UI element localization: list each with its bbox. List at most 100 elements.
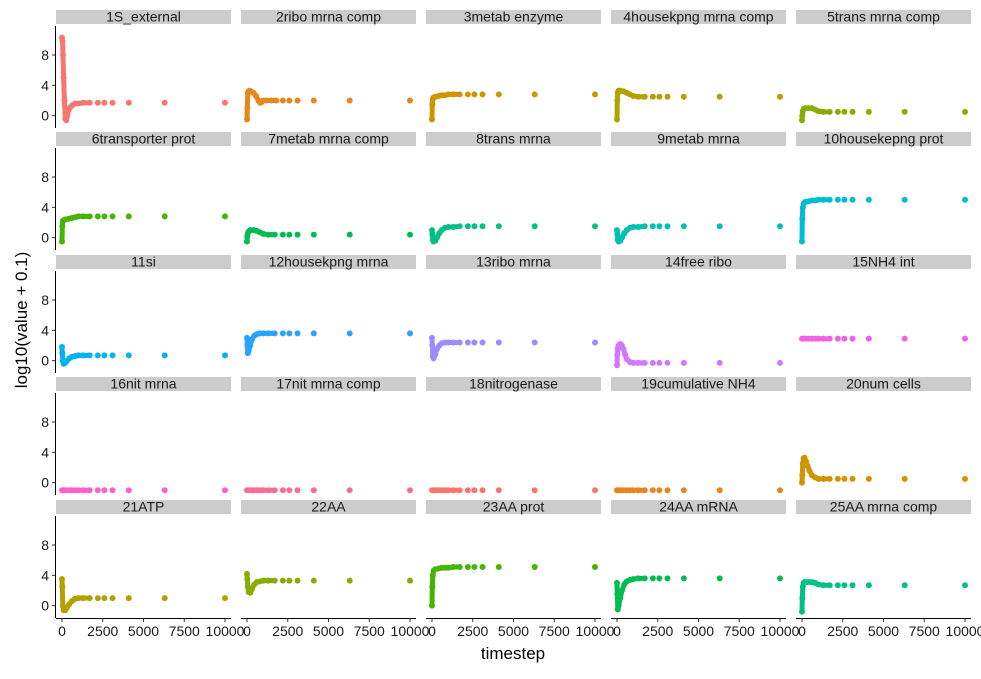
data-point: [614, 230, 621, 237]
facet-strip: [796, 255, 971, 269]
data-point: [777, 487, 783, 494]
data-point: [471, 564, 478, 570]
data-point: [834, 335, 841, 342]
data-point: [592, 339, 598, 346]
data-point: [101, 213, 108, 220]
data-point: [641, 93, 648, 100]
facet-strip-label: 24AA mRNA: [659, 499, 738, 515]
data-point: [109, 352, 116, 359]
data-point: [826, 196, 833, 203]
data-point: [630, 359, 637, 366]
data-point: [125, 213, 132, 220]
data-point: [649, 223, 656, 230]
data-point: [841, 196, 848, 203]
data-point: [962, 196, 968, 203]
facet-panel-1: 1S_external 0 4 8: [41, 9, 231, 128]
data-point: [456, 487, 463, 494]
data-point: [456, 223, 463, 230]
data-point: [450, 224, 457, 231]
facet-panel-17: 17nit mrna comp: [241, 376, 416, 494]
data-point: [109, 595, 116, 602]
facet-strip: [241, 500, 416, 514]
data-point: [125, 99, 132, 106]
facet-strip-label: 21ATP: [123, 499, 165, 515]
data-point: [777, 93, 783, 100]
data-point: [849, 582, 856, 589]
y-axis-title: log10(value + 0.1): [12, 252, 31, 389]
facet-strip: [796, 377, 971, 391]
data-point: [59, 350, 66, 357]
data-point: [407, 231, 413, 238]
facet-panel-24: 24AA mRNA 0 2500 5000 7500 10000: [611, 499, 800, 639]
facet-panel-10: 10housekepng prot: [796, 131, 971, 245]
data-point: [101, 99, 108, 106]
series-trace: [799, 197, 833, 244]
data-point: [59, 583, 66, 590]
y-tick-label: 0: [41, 230, 49, 246]
data-point: [656, 487, 663, 494]
data-point: [471, 339, 478, 346]
data-point: [80, 595, 87, 602]
facet-strip: [241, 255, 416, 269]
data-point: [271, 577, 278, 584]
facet-panel-11: 11si 0 4 8: [41, 254, 231, 373]
data-point: [429, 583, 436, 590]
data-point: [286, 97, 293, 104]
data-point: [635, 575, 642, 582]
facet-strip: [611, 377, 786, 391]
data-point: [592, 564, 598, 570]
data-point: [716, 487, 723, 494]
data-point: [531, 223, 538, 230]
facet-panel-4: 4housekpng mrna comp: [611, 9, 786, 123]
data-point: [244, 238, 250, 245]
data-point: [614, 362, 620, 369]
data-point: [849, 108, 856, 115]
x-tick-label: 2500: [642, 623, 673, 639]
y-tick-label: 0: [41, 353, 49, 369]
facet-strip-label: 23AA prot: [483, 499, 545, 515]
x-tick-label: 5000: [683, 623, 714, 639]
data-point: [59, 223, 66, 230]
x-tick-label: 7500: [169, 623, 200, 639]
data-point: [471, 487, 478, 494]
data-point: [649, 93, 656, 100]
data-point: [294, 97, 301, 104]
data-point: [820, 582, 827, 589]
data-point: [94, 213, 101, 220]
data-point: [294, 577, 301, 584]
data-point: [614, 579, 620, 586]
data-point: [865, 475, 872, 482]
data-point: [865, 108, 872, 115]
data-point: [80, 213, 87, 220]
facet-panel-20: 20num cells: [796, 376, 971, 486]
data-point: [464, 91, 471, 98]
data-point: [962, 108, 968, 115]
data-point: [244, 576, 251, 583]
data-point: [615, 602, 622, 609]
facet-panel-23: 23AA prot 0 2500 5000 7500 10000: [426, 499, 615, 639]
data-point: [815, 108, 822, 115]
data-point: [614, 97, 621, 104]
data-point: [826, 582, 833, 589]
x-tick-label: 10000: [946, 623, 981, 639]
data-point: [80, 99, 87, 106]
data-point: [101, 487, 108, 494]
facet-strip-label: 7metab mrna comp: [268, 131, 389, 147]
data-point: [680, 487, 687, 494]
facet-strip: [611, 255, 786, 269]
facet-strip-label: 8trans mrna: [476, 131, 551, 147]
y-tick-label: 0: [41, 108, 49, 124]
data-point: [834, 475, 841, 482]
data-point: [664, 487, 671, 494]
data-point: [495, 564, 502, 570]
data-point: [75, 100, 82, 107]
y-tick-label: 4: [41, 322, 49, 338]
facet-strip: [56, 377, 231, 391]
y-tick-label: 0: [41, 598, 49, 614]
data-point: [680, 93, 687, 100]
facet-panel-3: 3metab enzyme: [426, 9, 601, 123]
x-tick-label: 10000: [206, 623, 245, 639]
data-point: [656, 93, 663, 100]
data-point: [826, 108, 833, 115]
